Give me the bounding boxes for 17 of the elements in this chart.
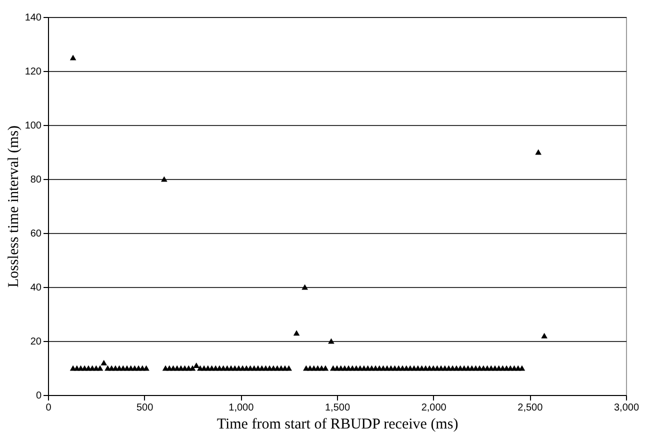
x-tick-label: 3,000	[614, 402, 640, 414]
y-tick-label: 0	[36, 390, 42, 402]
y-tick-label: 80	[30, 174, 42, 186]
x-tick-label: 1,500	[324, 402, 350, 414]
y-tick-label: 100	[24, 120, 42, 132]
y-tick-label: 20	[30, 336, 42, 348]
x-tick-label: 2,500	[518, 402, 544, 414]
y-tick-label: 40	[30, 282, 42, 294]
x-tick-label: 500	[136, 402, 154, 414]
x-axis-title: Time from start of RBUDP receive (ms)	[216, 416, 458, 432]
x-tick-label: 2,000	[421, 402, 447, 414]
x-tick-label: 0	[46, 402, 52, 414]
y-axis-title: Lossless time interval (ms)	[6, 125, 22, 288]
y-tick-label: 140	[24, 12, 42, 24]
x-tick-label: 1,000	[228, 402, 254, 414]
y-tick-label: 60	[30, 228, 42, 240]
y-tick-label: 120	[24, 66, 42, 78]
